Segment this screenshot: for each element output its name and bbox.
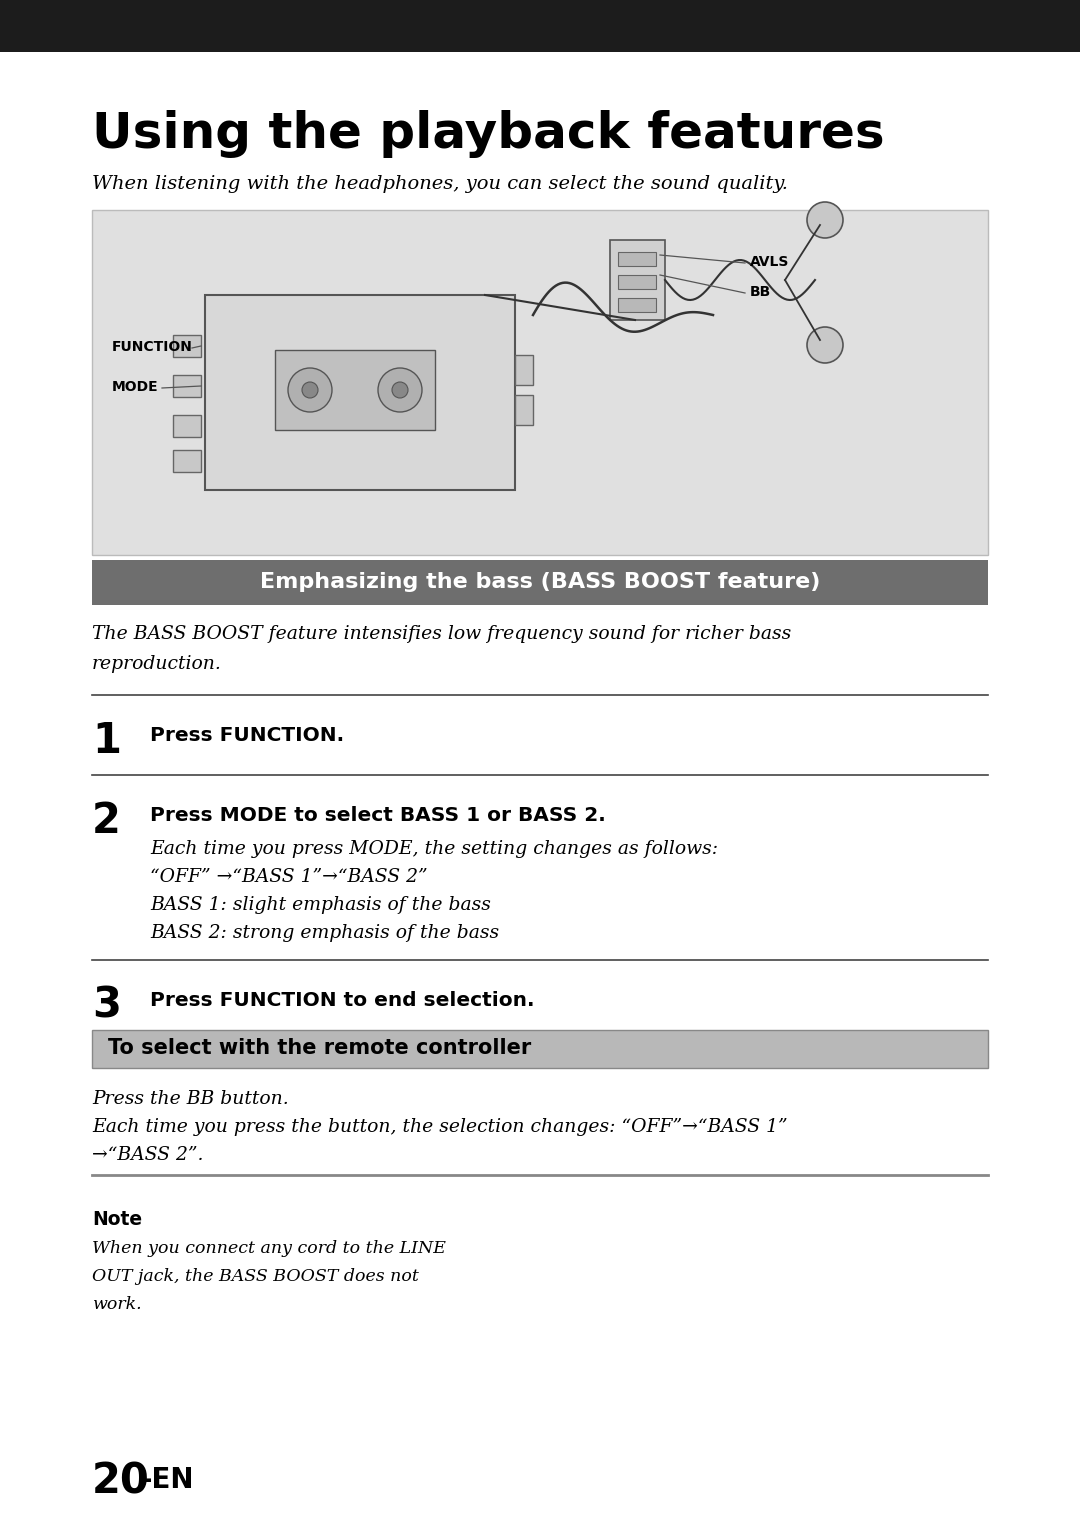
Bar — [92, 1031, 988, 1068]
Text: When listening with the headphones, you can select the sound quality.: When listening with the headphones, you … — [92, 175, 788, 194]
Bar — [515, 395, 534, 425]
Text: FUNCTION: FUNCTION — [112, 339, 193, 353]
Text: Each time you press MODE, the setting changes as follows:: Each time you press MODE, the setting ch… — [150, 840, 718, 859]
Bar — [515, 355, 534, 386]
Text: 3: 3 — [92, 985, 121, 1028]
Bar — [173, 450, 201, 472]
Text: →“BASS 2”.: →“BASS 2”. — [92, 1146, 203, 1164]
Bar — [275, 350, 435, 430]
Bar — [610, 240, 665, 319]
Text: work.: work. — [92, 1296, 141, 1313]
Circle shape — [392, 382, 408, 398]
Text: 2: 2 — [92, 800, 121, 842]
Text: BASS 2: strong emphasis of the bass: BASS 2: strong emphasis of the bass — [150, 925, 499, 942]
Text: Press FUNCTION to end selection.: Press FUNCTION to end selection. — [150, 991, 535, 1011]
Bar — [173, 415, 201, 438]
Text: The BASS BOOST feature intensifies low frequency sound for richer bass: The BASS BOOST feature intensifies low f… — [92, 625, 792, 644]
Text: Emphasizing the bass (BASS BOOST feature): Emphasizing the bass (BASS BOOST feature… — [260, 573, 820, 593]
Circle shape — [302, 382, 318, 398]
Circle shape — [378, 369, 422, 412]
Text: AVLS: AVLS — [750, 255, 789, 269]
Text: OUT jack, the BASS BOOST does not: OUT jack, the BASS BOOST does not — [92, 1269, 419, 1286]
Text: Press FUNCTION.: Press FUNCTION. — [150, 727, 345, 745]
Bar — [618, 252, 656, 266]
Circle shape — [807, 327, 843, 362]
Circle shape — [807, 203, 843, 238]
Text: Using the playback features: Using the playback features — [92, 111, 885, 158]
Text: reproduction.: reproduction. — [92, 654, 221, 673]
Bar — [618, 275, 656, 289]
Text: BB: BB — [750, 286, 771, 300]
Bar — [618, 298, 656, 312]
Text: Each time you press the button, the selection changes: “OFF”→“BASS 1”: Each time you press the button, the sele… — [92, 1118, 787, 1137]
Text: Note: Note — [92, 1210, 143, 1229]
Text: -EN: -EN — [140, 1465, 193, 1495]
Circle shape — [288, 369, 332, 412]
Text: To select with the remote controller: To select with the remote controller — [108, 1038, 531, 1058]
Bar — [0, 0, 1080, 52]
Text: 20: 20 — [92, 1461, 150, 1502]
Bar — [173, 375, 201, 396]
Text: “OFF” →“BASS 1”→“BASS 2”: “OFF” →“BASS 1”→“BASS 2” — [150, 868, 428, 886]
Text: Press MODE to select BASS 1 or BASS 2.: Press MODE to select BASS 1 or BASS 2. — [150, 806, 606, 825]
Text: When you connect any cord to the LINE: When you connect any cord to the LINE — [92, 1240, 446, 1256]
Bar — [173, 335, 201, 356]
Text: BASS 1: slight emphasis of the bass: BASS 1: slight emphasis of the bass — [150, 895, 491, 914]
Text: MODE: MODE — [112, 379, 159, 395]
Bar — [205, 295, 515, 490]
Bar — [92, 561, 988, 605]
Text: 1: 1 — [92, 720, 121, 762]
Bar — [92, 210, 988, 554]
Text: Press the BB button.: Press the BB button. — [92, 1091, 288, 1107]
